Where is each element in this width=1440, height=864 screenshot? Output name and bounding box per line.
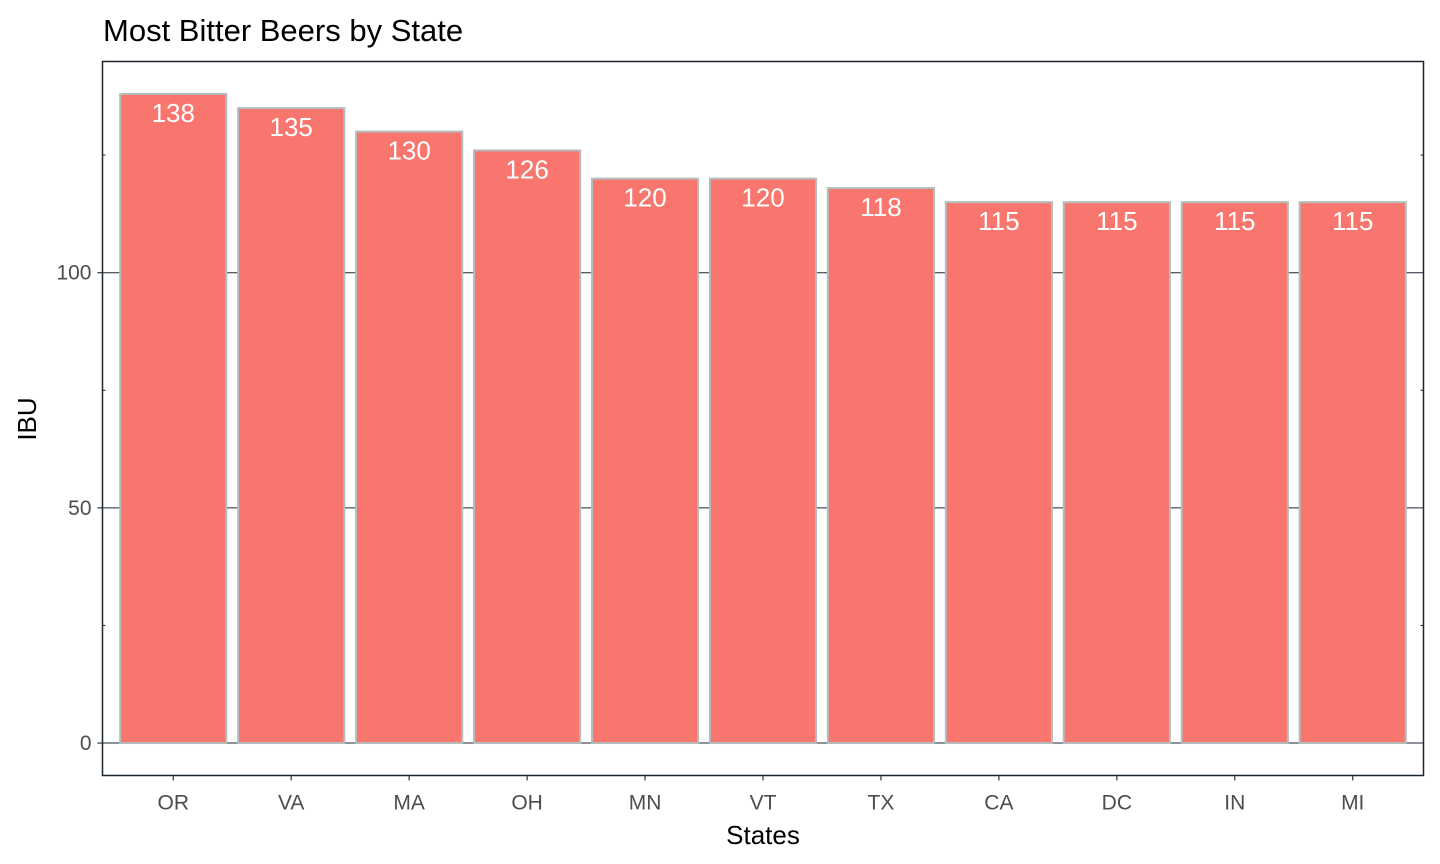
y-axis-title: IBU [12, 397, 42, 440]
bar-value-label: 115 [1214, 206, 1255, 236]
bar-ma [355, 130, 464, 745]
x-tick-label: MA [393, 792, 425, 815]
bar-vt [708, 177, 818, 745]
bar-value-label: 138 [152, 98, 195, 128]
x-tick-label: VT [750, 792, 777, 815]
bar-in [1180, 201, 1289, 745]
bar-value-label: 120 [741, 183, 784, 213]
x-tick-label: MI [1341, 792, 1364, 815]
y-tick-label: 50 [68, 497, 91, 520]
bar-value-label: 115 [1332, 206, 1373, 236]
x-tick-label: MN [629, 792, 662, 815]
bar-dc [1062, 201, 1171, 745]
x-tick-label: OR [158, 792, 190, 815]
x-tick-label: CA [984, 792, 1013, 815]
bars: 138 135 130 126 120 120 118 115 115 115 115 [119, 92, 1407, 745]
x-tick-label: IN [1224, 792, 1245, 815]
axes: 0 50 100 OR VA MA OH MN VT TX CA DC IN MI [56, 262, 1364, 815]
bar-value-label: 115 [1096, 206, 1137, 236]
y-tick-label: 100 [56, 262, 91, 285]
bar-value-label: 130 [387, 136, 430, 166]
bar-oh [473, 149, 582, 745]
x-tick-label: TX [868, 792, 895, 815]
bar-mi [1298, 201, 1407, 745]
bar-mn [590, 177, 700, 745]
chart-title: Most Bitter Beers by State [103, 13, 463, 48]
x-axis-title: States [726, 820, 800, 850]
bar-value-label: 126 [505, 154, 548, 184]
bar-or [119, 92, 228, 745]
bar-value-label: 115 [978, 206, 1019, 236]
x-tick-label: OH [511, 792, 543, 815]
bar-value-label: 118 [860, 192, 901, 222]
bar-tx [826, 187, 936, 745]
bar-value-label: 120 [623, 183, 666, 213]
bar-value-label: 135 [270, 112, 313, 142]
bar-ca [944, 201, 1053, 745]
bar-va [237, 107, 346, 745]
x-tick-label: DC [1102, 792, 1132, 815]
y-tick-label: 0 [80, 732, 92, 755]
x-tick-label: VA [278, 792, 304, 815]
